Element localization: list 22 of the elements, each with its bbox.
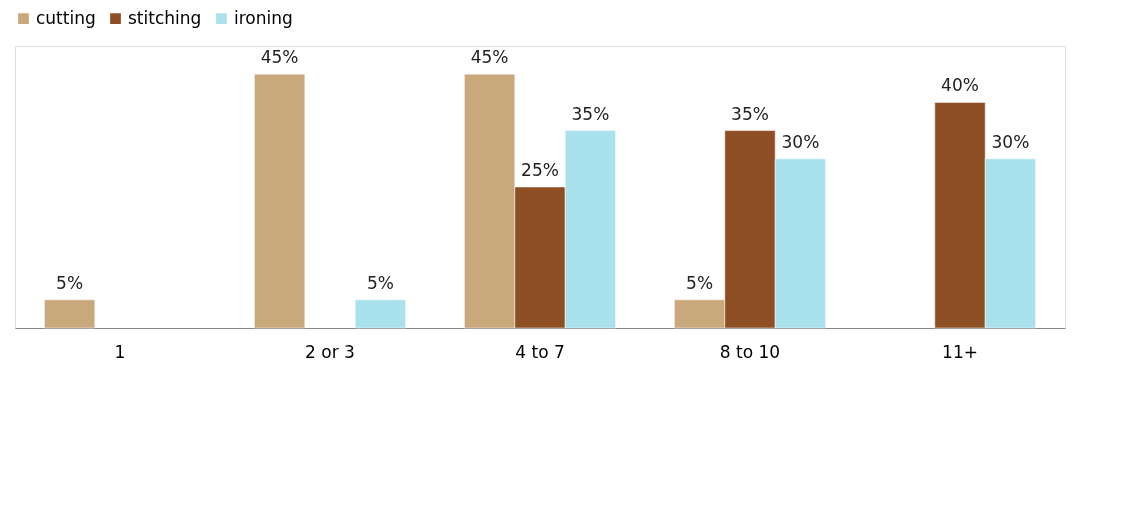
data-label: 30% bbox=[991, 131, 1030, 152]
data-label: 5% bbox=[686, 272, 714, 293]
x-tick-label: 1 bbox=[114, 341, 126, 362]
x-tick-label: 11+ bbox=[942, 341, 978, 362]
data-label: 25% bbox=[521, 160, 559, 180]
data-label: 5% bbox=[366, 272, 394, 293]
bar bbox=[254, 73, 306, 329]
bar bbox=[44, 299, 96, 329]
data-label: 35% bbox=[571, 103, 610, 124]
data-label: 5% bbox=[56, 272, 84, 293]
data-label: 45% bbox=[470, 47, 509, 68]
data-label: 45% bbox=[260, 47, 299, 68]
x-tick-label: 8 to 10 bbox=[719, 341, 781, 362]
data-label: 30% bbox=[781, 131, 820, 152]
bar bbox=[354, 299, 406, 329]
x-tick-label: 2 or 3 bbox=[305, 341, 355, 362]
data-label: 35% bbox=[731, 103, 769, 124]
x-tick-label: 4 to 7 bbox=[515, 341, 565, 362]
legend-label: stitching bbox=[128, 7, 202, 28]
legend-label: ironing bbox=[234, 7, 293, 28]
data-label: 40% bbox=[941, 75, 979, 96]
legend-label: cutting bbox=[36, 7, 96, 28]
